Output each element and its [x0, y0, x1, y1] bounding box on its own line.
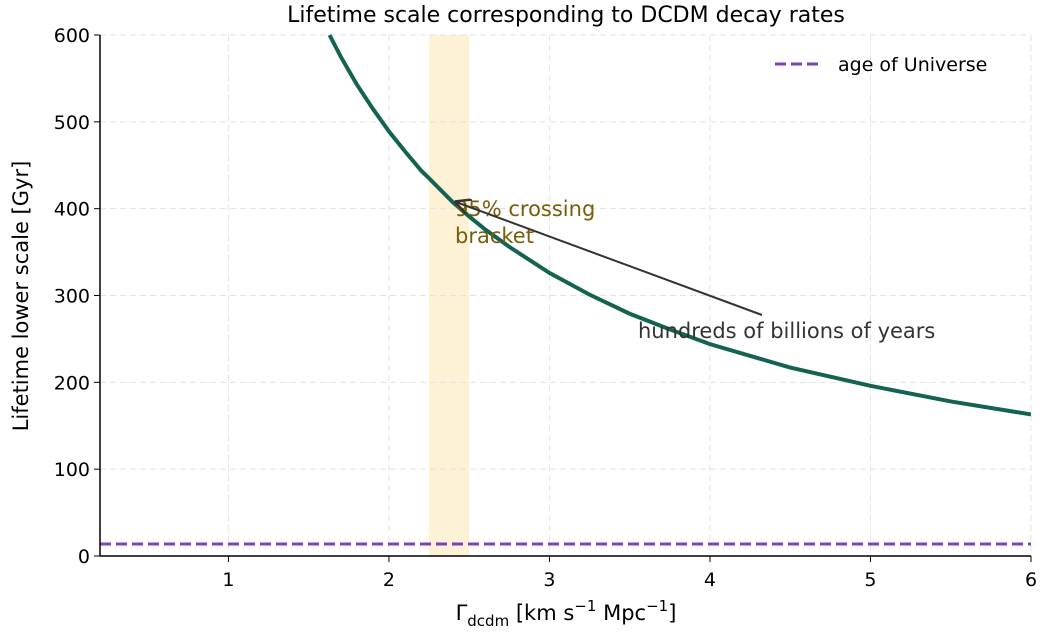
x-tick-label: 1 — [222, 569, 234, 591]
x-axis-label: Γdcdm [km s−1 Mpc−1] — [456, 597, 677, 630]
lifetime-curve — [327, 34, 1031, 417]
y-tick-label: 100 — [54, 459, 90, 481]
legend-label: age of Universe — [838, 54, 987, 76]
annotation-arrow — [456, 202, 763, 316]
x-axis-label-part: Γ — [456, 601, 468, 625]
x-axis-label-part: dcdm — [467, 612, 509, 630]
band-label: bracket — [455, 224, 534, 248]
x-axis-label-part: [km s — [509, 601, 574, 625]
y-tick-label: 300 — [54, 286, 90, 308]
x-tick-label: 3 — [543, 569, 555, 591]
x-tick-label: 6 — [1025, 569, 1037, 591]
x-tick-label: 2 — [383, 569, 395, 591]
y-tick-label: 500 — [54, 112, 90, 134]
x-tick-label: 4 — [704, 569, 716, 591]
y-tick-label: 200 — [54, 372, 90, 394]
y-tick-label: 0 — [78, 546, 90, 568]
annotation: hundreds of billions of years — [638, 319, 935, 343]
x-axis-label-part: −1 — [646, 597, 668, 615]
x-tick-label: 5 — [864, 569, 876, 591]
y-tick-label: 400 — [54, 199, 90, 221]
x-axis-label-part: Mpc — [596, 601, 646, 625]
x-axis-label-part: ] — [668, 601, 676, 625]
band-label: 95% crossing — [455, 197, 595, 221]
x-axis-label-part: −1 — [574, 597, 596, 615]
y-axis-label: Lifetime lower scale [Gyr] — [9, 161, 33, 432]
y-tick-label: 600 — [54, 25, 90, 47]
chart-title: Lifetime scale corresponding to DCDM dec… — [287, 3, 845, 28]
